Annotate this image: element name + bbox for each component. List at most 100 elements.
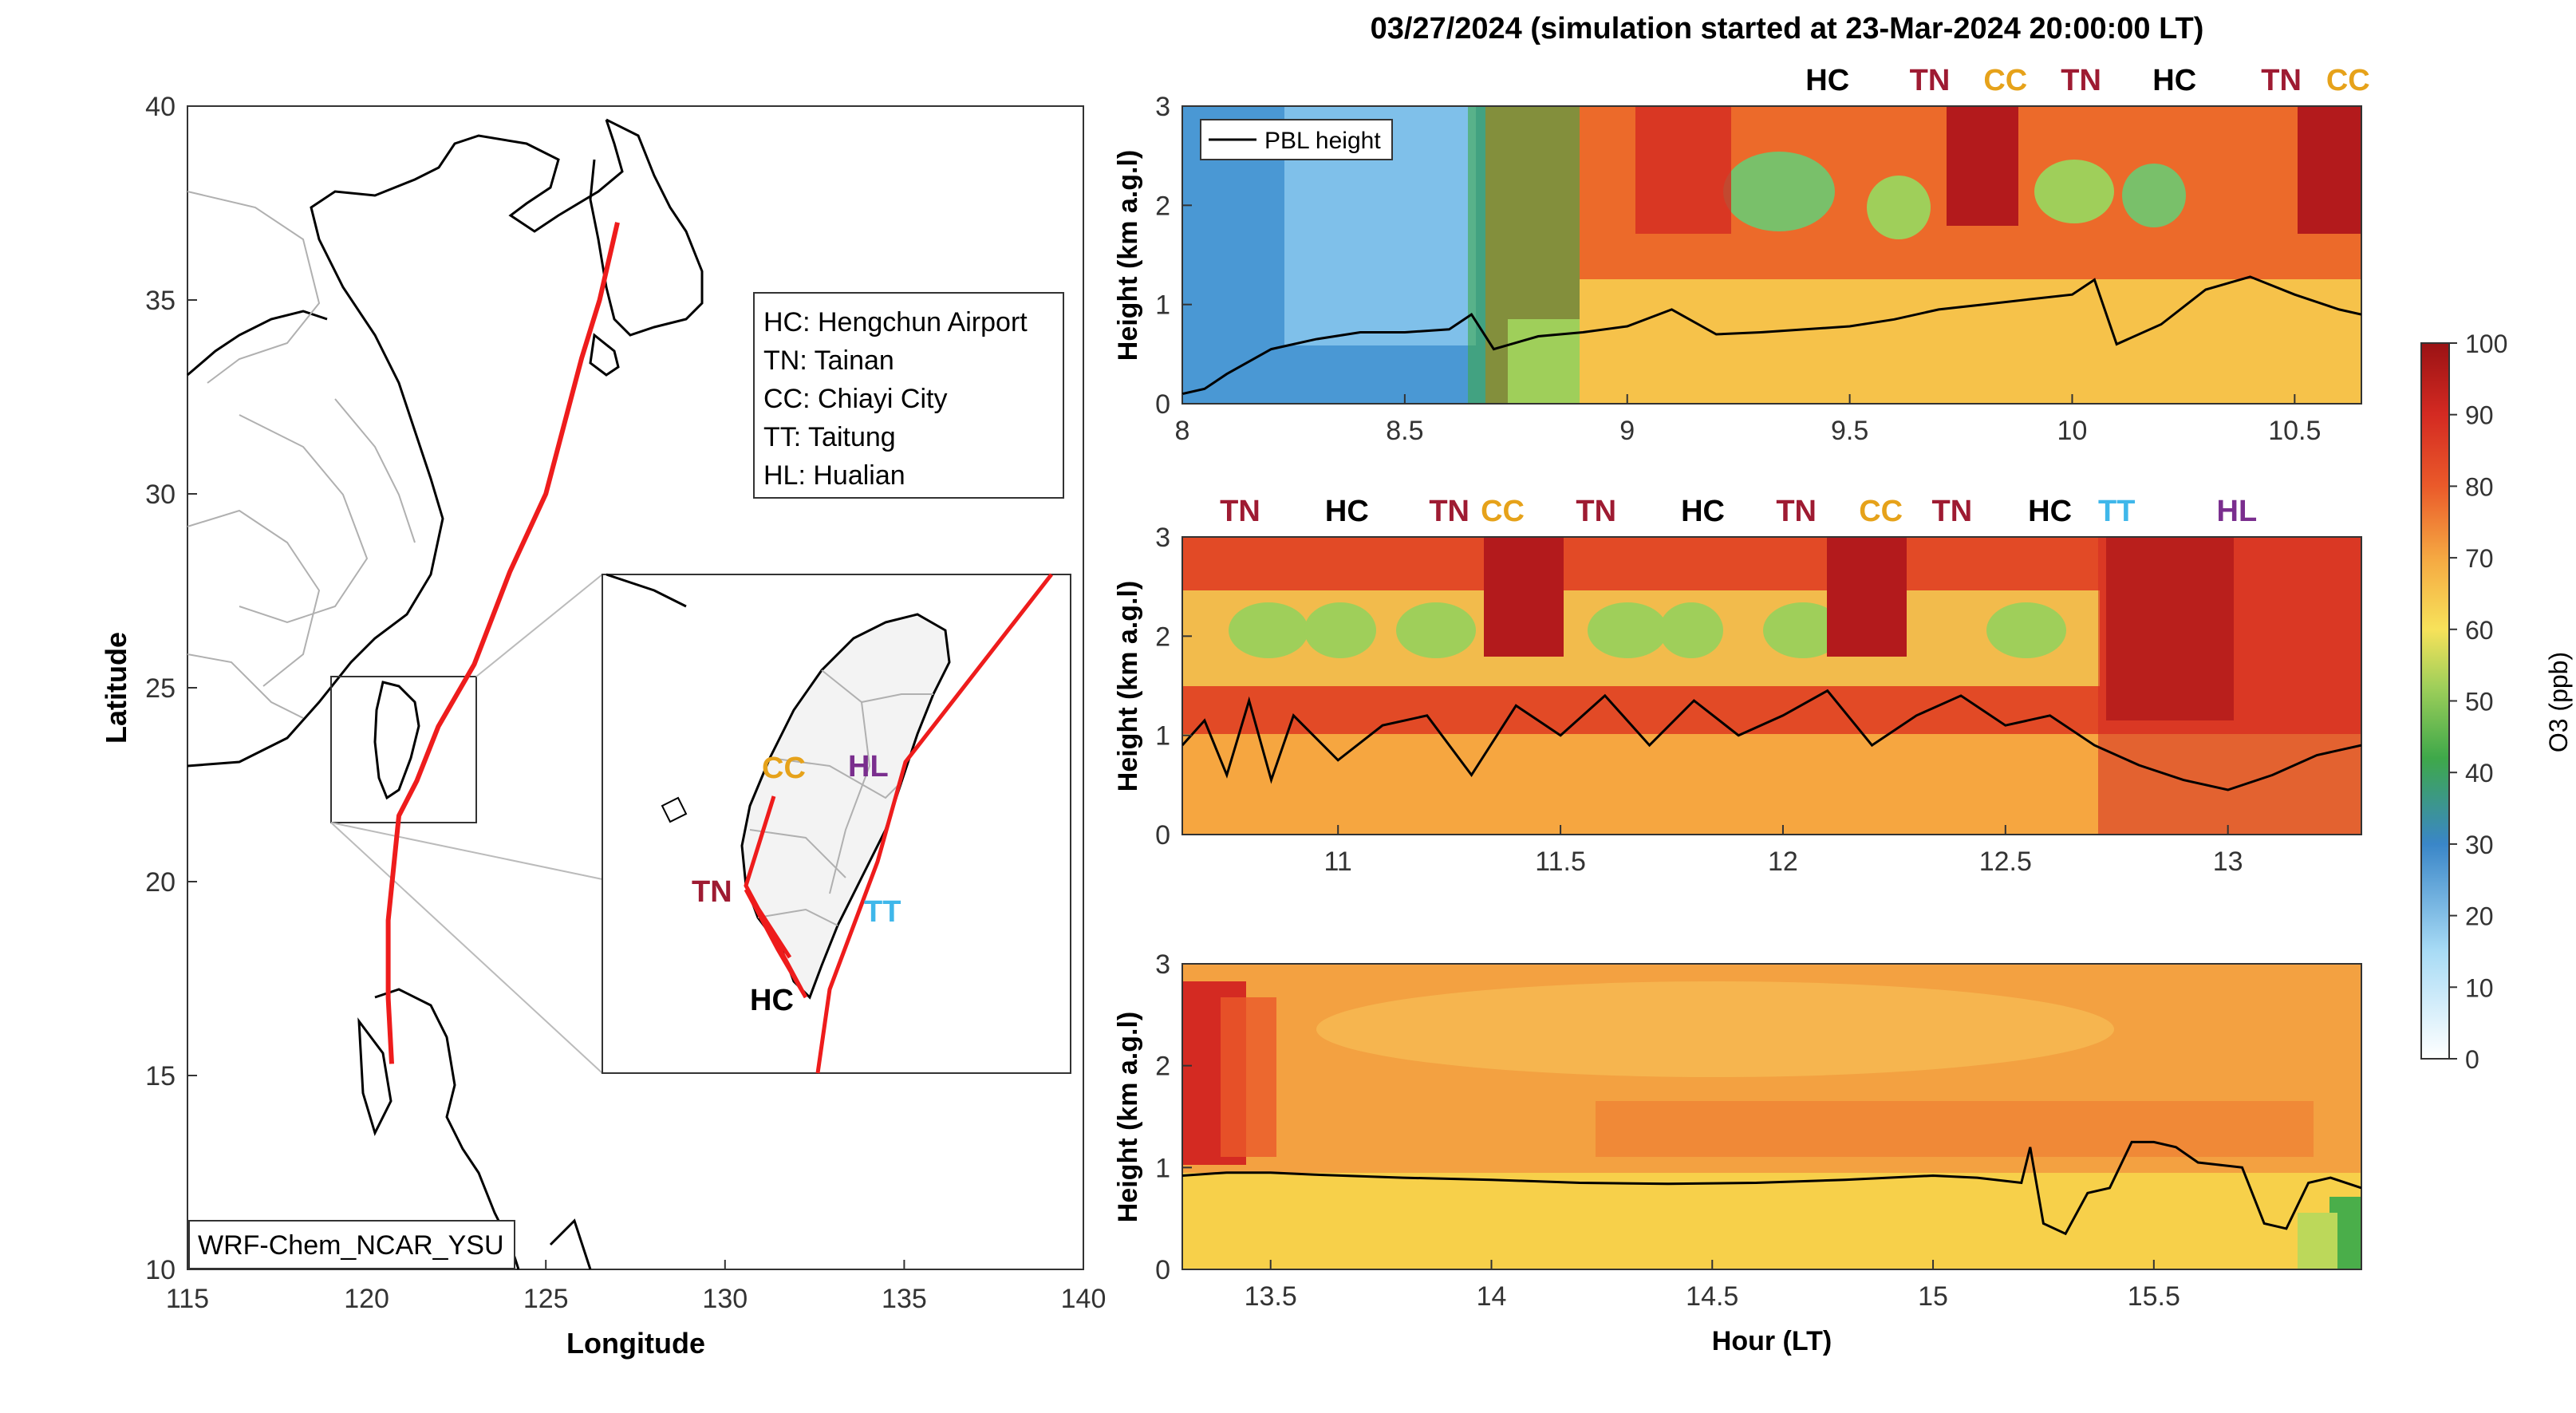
heatmap-x-tick-label: 14 <box>1477 1281 1507 1312</box>
colorbar-tick-label: 50 <box>2465 688 2494 716</box>
pbl-line-2 <box>1182 689 2361 791</box>
legend-entry-cc: CC: Chiayi City <box>763 384 947 414</box>
site-label-tn: TN <box>2261 64 2302 97</box>
map-x-tick-label: 120 <box>344 1284 389 1314</box>
map-y-tick-label: 35 <box>145 286 176 316</box>
site-label-hc: HC <box>1325 495 1369 528</box>
map-y-tick-label: 40 <box>145 92 176 122</box>
inset-label-cc: CC <box>762 752 806 785</box>
map-y-tick-label: 15 <box>145 1061 176 1091</box>
colorbar-tick-label: 40 <box>2465 759 2494 787</box>
site-label-cc: CC <box>2326 64 2370 97</box>
heatmap-2-site-labels: TN HC TN CC TN HC TN CC TN HC TT HL <box>1220 495 2257 528</box>
colorbar-ramp <box>2420 342 2450 1060</box>
heatmap-y-tick-label: 2 <box>1155 191 1170 221</box>
heatmap-y-tick-label: 1 <box>1155 721 1170 752</box>
inset-label-tt: TT <box>864 895 901 929</box>
heatmap-x-tick-label: 10 <box>2057 416 2088 446</box>
heatmap-x-tick-label: 13 <box>2213 847 2243 877</box>
model-label-box <box>188 1220 515 1269</box>
legend-entry-hc: HC: Hengchun Airport <box>763 307 1028 337</box>
inset-label-tn: TN <box>692 875 732 909</box>
heatmap-y-tick-label: 3 <box>1155 523 1170 553</box>
site-label-hc: HC <box>1681 495 1725 528</box>
heatmap-1-y-label: Height (km a.g.l) <box>1113 150 1143 361</box>
heatmap-1-y-ticks: 0 1 2 3 <box>1155 92 1192 420</box>
site-label-tt: TT <box>2098 495 2135 528</box>
colorbar-tick-label: 100 <box>2465 330 2507 358</box>
site-label-tn: TN <box>2061 64 2101 97</box>
map-x-tick-label: 115 <box>166 1284 209 1314</box>
taiwan-coastline <box>740 613 951 1000</box>
heatmap-1-site-labels: HC TN CC TN HC TN CC <box>1805 64 2369 97</box>
heatmap-3-field <box>1182 964 2361 1269</box>
site-label-cc: CC <box>1859 495 1903 528</box>
heatmap-x-tick-label: 14.5 <box>1686 1281 1738 1312</box>
heatmap-x-tick-label: 9.5 <box>1831 416 1868 446</box>
heatmap-y-tick-label: 1 <box>1155 290 1170 321</box>
heatmap-2-field <box>1182 537 2361 835</box>
heatmap-y-tick-label: 2 <box>1155 1052 1170 1082</box>
heatmap-3-y-label: Height (km a.g.l) <box>1113 1012 1143 1222</box>
inset-label-hl: HL <box>848 750 889 783</box>
heatmap-x-tick-label: 8.5 <box>1386 416 1423 446</box>
colorbar-tick-label: 30 <box>2465 831 2494 859</box>
heatmap-3-x-label: Hour (LT) <box>1712 1326 1832 1356</box>
heatmap-y-tick-label: 0 <box>1155 1255 1170 1285</box>
map-y-label: Latitude <box>100 632 132 744</box>
site-label-hc: HC <box>2028 495 2072 528</box>
map-y-tick-label: 20 <box>145 867 176 898</box>
heatmap-x-tick-label: 9 <box>1619 416 1635 446</box>
colorbar: 0 10 20 30 40 50 60 70 80 90 100 O3 (ppb) <box>2420 330 2573 1074</box>
heatmap-x-tick-label: 12.5 <box>1979 847 2032 877</box>
heatmap-3-frame <box>1181 963 2362 1270</box>
map-panel: 115 120 125 130 135 140 40 35 30 25 20 15 10 Longit… <box>100 92 1106 1360</box>
colorbar-tick-label: 10 <box>2465 973 2494 1002</box>
legend-entry-tt: TT: Taitung <box>763 422 896 452</box>
legend-entry-tn: TN: Tainan <box>763 345 894 376</box>
inset-label-hc: HC <box>750 984 794 1017</box>
figure-title: 03/27/2024 (simulation started at 23-Mar… <box>1371 12 2204 45</box>
heatmap-x-tick-label: 12 <box>1768 847 1798 877</box>
heatmap-y-tick-label: 3 <box>1155 949 1170 980</box>
map-x-tick-label: 125 <box>523 1284 569 1314</box>
heatmap-x-tick-label: 8 <box>1175 416 1190 446</box>
map-boundaries <box>187 191 416 719</box>
heatmap-x-tick-label: 10.5 <box>2268 416 2321 446</box>
heatmap-x-tick-label: 15 <box>1918 1281 1948 1312</box>
map-y-ticks: 40 35 30 25 20 15 10 <box>145 92 197 1285</box>
inset-track <box>815 573 1053 1074</box>
heatmap-x-tick-label: 11 <box>1324 847 1352 877</box>
heatmap-y-tick-label: 2 <box>1155 622 1170 652</box>
heatmap-1-x-ticks: 8 8.5 9 9.5 10 10.5 <box>1175 394 2321 446</box>
model-label: WRF-Chem_NCAR_YSU <box>198 1230 504 1261</box>
site-label-cc: CC <box>1481 495 1525 528</box>
pbl-legend-label: PBL height <box>1264 128 1381 154</box>
heatmap-1-frame <box>1181 105 2362 405</box>
site-label-tn: TN <box>1220 495 1260 528</box>
site-label-hl: HL <box>2217 495 2258 528</box>
site-label-tn: TN <box>1910 64 1951 97</box>
heatmap-x-tick-label: 13.5 <box>1245 1281 1297 1312</box>
heatmap-2-y-ticks: 0 1 2 3 <box>1155 523 1192 851</box>
colorbar-tick-label: 0 <box>2465 1045 2479 1074</box>
site-label-tn: TN <box>1429 495 1469 528</box>
heatmap-2-y-label: Height (km a.g.l) <box>1113 581 1143 791</box>
colorbar-ticks: 0 10 20 30 40 50 60 70 80 90 100 <box>2449 330 2507 1074</box>
taiwan-zoom-box <box>330 676 477 823</box>
heatmap-y-tick-label: 1 <box>1155 1153 1170 1183</box>
inset-track-local <box>744 795 808 999</box>
site-label-hc: HC <box>1805 64 1849 97</box>
heatmap-x-tick-label: 11.5 <box>1535 847 1586 877</box>
heatmap-3-x-ticks: 13.5 14 14.5 15 15.5 <box>1245 1260 2180 1312</box>
site-label-tn: TN <box>1932 495 1973 528</box>
map-y-tick-label: 10 <box>145 1255 176 1285</box>
colorbar-tick-label: 70 <box>2465 544 2494 573</box>
colorbar-tick-label: 90 <box>2465 401 2494 430</box>
map-x-tick-label: 135 <box>882 1284 927 1314</box>
colorbar-tick-label: 60 <box>2465 616 2494 645</box>
flight-track <box>385 222 620 1064</box>
